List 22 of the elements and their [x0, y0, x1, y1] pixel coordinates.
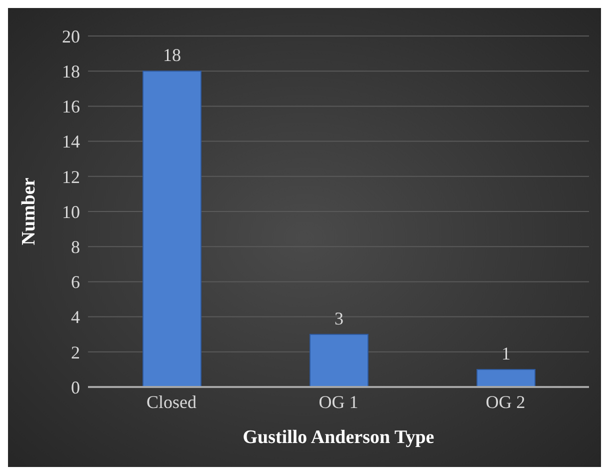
x-axis-title: Gustillo Anderson Type — [242, 427, 434, 448]
x-tick-label: OG 1 — [318, 392, 358, 412]
y-tick-label: 4 — [71, 307, 80, 328]
y-tick-label: 16 — [62, 96, 80, 117]
x-tick-label: OG 2 — [486, 392, 526, 412]
y-tick-label: 20 — [62, 26, 80, 46]
data-label: 18 — [163, 45, 181, 66]
y-axis-title: Number — [18, 177, 40, 246]
y-tick-label: 0 — [71, 377, 80, 398]
bar — [476, 368, 536, 387]
y-tick-label: 12 — [62, 166, 80, 187]
y-tick-label: 6 — [71, 272, 80, 292]
data-label: 1 — [502, 343, 510, 364]
bar — [142, 70, 202, 387]
y-tick-label: 18 — [62, 61, 80, 82]
y-tick-label: 2 — [71, 342, 80, 362]
y-tick-label: 10 — [62, 202, 80, 222]
data-label: 3 — [334, 308, 344, 328]
x-tick-label: Closed — [146, 392, 197, 412]
y-tick-label: 14 — [62, 132, 80, 152]
y-tick-label: 8 — [71, 236, 80, 257]
bar — [310, 334, 368, 387]
